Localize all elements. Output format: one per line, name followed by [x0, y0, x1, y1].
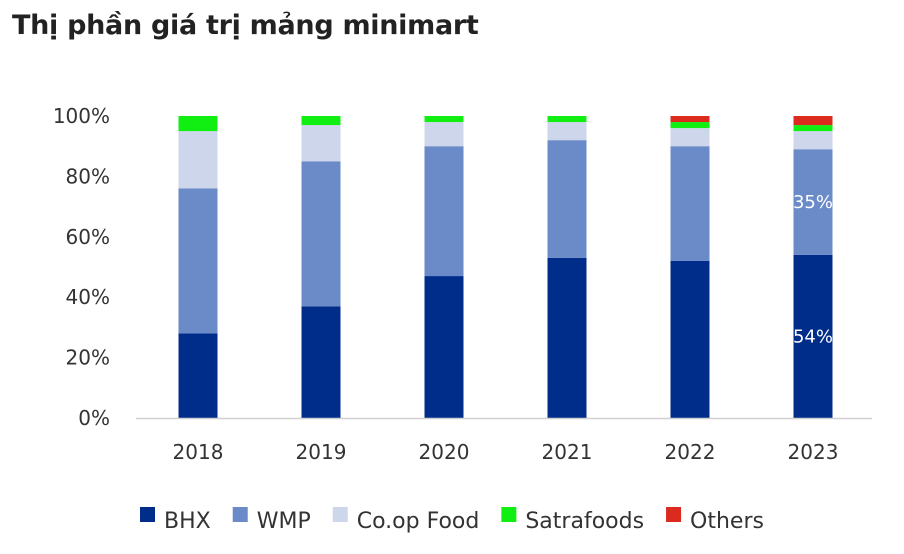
bar-wmp-2023 [793, 149, 833, 255]
legend: BHX WMP Co.op Food Satrafoods Others [140, 507, 764, 534]
legend-swatch [332, 507, 348, 522]
bar-satrafoods-2023 [793, 125, 833, 132]
bar-stack-2020 [424, 116, 464, 418]
bar-co-op-food-2020 [424, 122, 464, 147]
bar-wmp-2020 [424, 146, 464, 277]
y-tick-label: 80% [66, 164, 110, 188]
bar-stack-2023 [793, 116, 833, 418]
bar-wmp-2018 [178, 188, 218, 334]
legend-label: Satrafoods [525, 509, 644, 534]
bar-stack-2022 [670, 116, 710, 418]
bar-others-2022 [670, 116, 710, 123]
legend-item-wmp: WMP [232, 507, 311, 534]
legend-swatch [140, 507, 156, 522]
legend-swatch [501, 507, 517, 522]
bar-wmp-2021 [547, 140, 587, 258]
x-tick-label: 2019 [296, 440, 347, 464]
data-labels: 54% 35% [793, 192, 833, 347]
x-tick-label: 2023 [788, 440, 839, 464]
bar-satrafoods-2022 [670, 122, 710, 129]
bar-wmp-2019 [301, 161, 341, 307]
legend-swatch [666, 507, 682, 522]
bar-co-op-food-2021 [547, 122, 587, 141]
bar-co-op-food-2023 [793, 131, 833, 150]
bar-co-op-food-2022 [670, 128, 710, 147]
x-tick-label: 2020 [419, 440, 470, 464]
legend-item-co-op-food: Co.op Food [332, 507, 480, 534]
x-tick-label: 2022 [665, 440, 716, 464]
bar-stack-2019 [301, 116, 341, 418]
bar-others-2023 [793, 116, 833, 126]
bar-satrafoods-2021 [547, 116, 587, 123]
y-tick-label: 100% [53, 104, 110, 128]
x-tick-label: 2018 [173, 440, 224, 464]
legend-label: WMP [257, 509, 311, 534]
legend-label: Co.op Food [357, 509, 480, 534]
bar-stack-2018 [178, 116, 218, 418]
y-tick-label: 40% [66, 285, 110, 309]
legend-label: Others [690, 509, 764, 534]
bar-satrafoods-2020 [424, 116, 464, 123]
bar-bhx-2023 [793, 254, 833, 418]
x-tick-label: 2021 [542, 440, 593, 464]
bar-stacks [178, 116, 833, 418]
chart-title: Thị phần giá trị mảng minimart [12, 10, 479, 41]
bar-bhx-2020 [424, 276, 464, 418]
legend-item-others: Others [666, 507, 764, 534]
x-axis-ticks: 2018 2019 2020 2021 2022 2023 [173, 440, 839, 464]
bar-wmp-2022 [670, 146, 710, 261]
bar-co-op-food-2019 [301, 125, 341, 162]
legend-item-satrafoods: Satrafoods [501, 507, 644, 534]
legend-item-bhx: BHX [140, 507, 211, 534]
bar-stack-2021 [547, 116, 587, 418]
y-tick-label: 0% [78, 406, 110, 430]
bar-co-op-food-2018 [178, 131, 218, 189]
bar-bhx-2019 [301, 306, 341, 418]
data-label-bhx-2023: 54% [793, 326, 833, 347]
y-tick-label: 20% [66, 346, 110, 370]
data-label-wmp-2023: 35% [793, 192, 833, 213]
bar-satrafoods-2019 [301, 116, 341, 126]
bar-bhx-2022 [670, 260, 710, 418]
bar-bhx-2018 [178, 333, 218, 418]
bar-satrafoods-2018 [178, 116, 218, 132]
legend-label: BHX [164, 509, 211, 534]
y-tick-label: 60% [66, 225, 110, 249]
legend-swatch [232, 507, 248, 522]
y-axis-ticks: 0% 20% 40% 60% 80% 100% [53, 104, 110, 430]
bar-bhx-2021 [547, 257, 587, 418]
